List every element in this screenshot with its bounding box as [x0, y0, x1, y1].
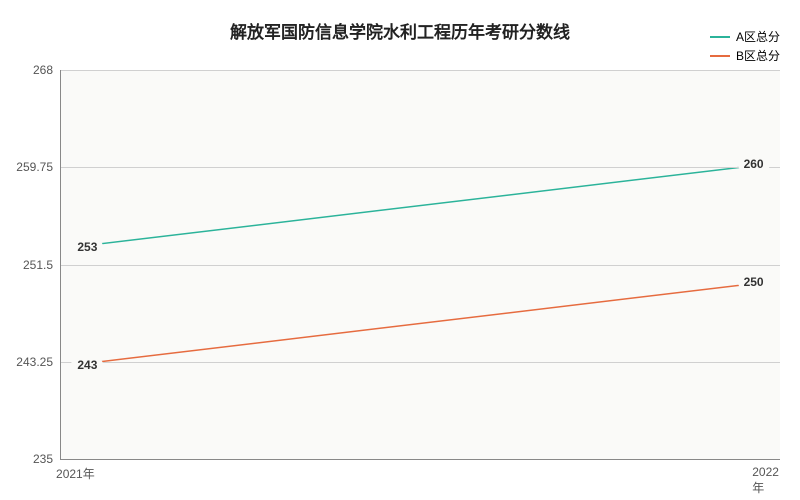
- y-tick-label: 251.5: [23, 258, 61, 272]
- gridline: [61, 362, 780, 363]
- data-label: 253: [71, 239, 103, 255]
- chart-title: 解放军国防信息学院水利工程历年考研分数线: [0, 18, 800, 43]
- legend-label-a: A区总分: [736, 28, 780, 45]
- data-label: 243: [71, 357, 103, 373]
- legend-label-b: B区总分: [736, 47, 780, 64]
- data-label: 250: [738, 274, 770, 290]
- gridline: [61, 265, 780, 266]
- y-tick-label: 243.25: [16, 355, 61, 369]
- series-line: [75, 282, 765, 365]
- legend-swatch-a: [710, 36, 730, 38]
- series-line: [75, 164, 765, 247]
- y-tick-label: 268: [33, 63, 61, 77]
- legend: A区总分 B区总分: [710, 28, 780, 66]
- y-tick-label: 259.75: [16, 160, 61, 174]
- plot-area: 235243.25251.5259.752682021年2022年2532602…: [60, 70, 780, 460]
- score-line-chart: 解放军国防信息学院水利工程历年考研分数线 A区总分 B区总分 235243.25…: [0, 0, 800, 500]
- x-tick-label: 2021年: [56, 459, 95, 482]
- x-tick-label: 2022年: [752, 459, 779, 496]
- legend-item-a: A区总分: [710, 28, 780, 45]
- data-label: 260: [738, 156, 770, 172]
- gridline: [61, 167, 780, 168]
- legend-item-b: B区总分: [710, 47, 780, 64]
- legend-swatch-b: [710, 55, 730, 57]
- gridline: [61, 70, 780, 71]
